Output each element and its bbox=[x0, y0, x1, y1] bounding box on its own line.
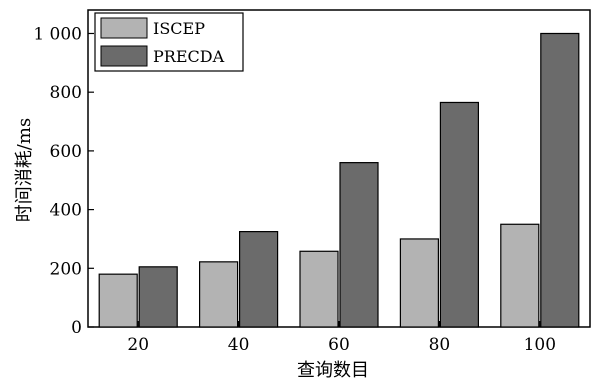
bar-iscep-40 bbox=[199, 261, 239, 328]
y-tick-label: 200 bbox=[50, 259, 82, 279]
y-axis-label: 时间消耗/ms bbox=[14, 118, 35, 222]
bar-iscep-100 bbox=[500, 223, 540, 328]
x-tick-label: 60 bbox=[328, 335, 350, 355]
y-tick-label: 600 bbox=[50, 142, 82, 162]
bar-precda-60 bbox=[339, 162, 379, 328]
legend-label-precda: PRECDA bbox=[153, 47, 225, 66]
legend: ISCEP PRECDA bbox=[94, 12, 244, 72]
bar-precda-80 bbox=[439, 101, 479, 328]
y-tick-label: 800 bbox=[50, 83, 82, 103]
bar-iscep-80 bbox=[399, 238, 439, 328]
x-axis: 20 40 60 80 100 bbox=[127, 321, 556, 355]
bar-precda-100 bbox=[540, 32, 580, 328]
y-tick-label: 400 bbox=[50, 201, 82, 221]
x-tick-label: 40 bbox=[228, 335, 250, 355]
bar-iscep-20 bbox=[98, 273, 138, 328]
x-axis-label: 查询数目 bbox=[297, 360, 369, 381]
legend-label-iscep: ISCEP bbox=[153, 19, 205, 38]
y-tick-label: 0 bbox=[71, 318, 82, 338]
legend-swatch-iscep bbox=[100, 17, 148, 39]
legend-swatch-precda bbox=[100, 45, 148, 67]
y-axis: 0 200 400 600 800 1 000 bbox=[33, 24, 94, 338]
bar-precda-40 bbox=[239, 231, 279, 328]
bar-precda-20 bbox=[138, 266, 178, 328]
x-tick-label: 20 bbox=[127, 335, 149, 355]
x-tick-label: 100 bbox=[524, 335, 556, 355]
bars-layer bbox=[98, 32, 580, 328]
bar-iscep-60 bbox=[299, 250, 339, 328]
y-tick-label: 1 000 bbox=[33, 24, 82, 44]
x-tick-label: 80 bbox=[429, 335, 451, 355]
